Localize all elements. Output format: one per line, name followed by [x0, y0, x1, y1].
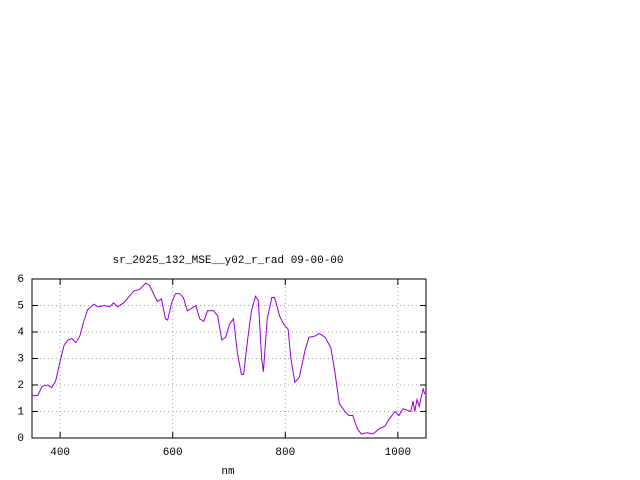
x-tick-label: 1000: [385, 447, 411, 459]
y-tick-label: 5: [17, 300, 24, 312]
y-tick-label: 2: [17, 380, 24, 392]
chart-title: sr_2025_132_MSE__y02_r_rad 09-00-00: [112, 255, 343, 267]
x-tick-label: 800: [275, 447, 295, 459]
y-tick-label: 1: [17, 406, 24, 418]
plot-border: [31, 278, 427, 439]
x-tick-label: 600: [163, 447, 183, 459]
y-tick-label: 6: [17, 274, 24, 286]
y-tick-label: 0: [17, 433, 24, 445]
y-tick-label: 3: [17, 353, 24, 365]
data-line: [32, 282, 426, 435]
y-tick-label: 4: [17, 327, 24, 339]
x-tick-label: 400: [50, 447, 70, 459]
x-axis-label: nm: [221, 466, 235, 478]
